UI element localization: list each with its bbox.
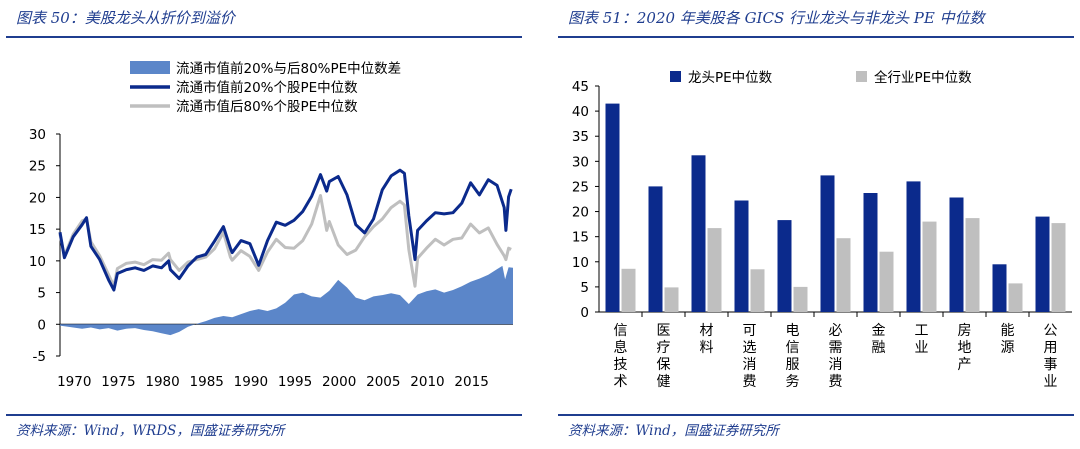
x-category-label: 能源 bbox=[1001, 323, 1015, 356]
bar-chart: 龙头PE中位数 全行业PE中位数 45 40 35 30 25 20 15 10 5 0 信息技术 医疗… bbox=[572, 69, 1072, 390]
y-tick-label: 15 bbox=[29, 222, 46, 238]
series-line-bottom80 bbox=[58, 194, 512, 288]
y-tick-label: 10 bbox=[572, 255, 589, 271]
bar-industry-pe bbox=[1008, 283, 1023, 312]
bar-leader-pe bbox=[1035, 216, 1050, 312]
y-tick-label: 15 bbox=[572, 230, 589, 246]
bar-industry-pe bbox=[1051, 223, 1066, 312]
right-chart-source: 资料来源：Wind，国盛证券研究所 bbox=[568, 423, 779, 439]
line-chart-plot-area bbox=[58, 168, 513, 336]
left-source-rule bbox=[6, 414, 522, 416]
bar-leader-pe bbox=[949, 197, 964, 312]
x-tick-label: 1990 bbox=[234, 374, 268, 390]
x-tick-label: 1995 bbox=[278, 374, 312, 390]
bar-industry-pe bbox=[836, 238, 851, 312]
legend-label-2: 流通市值后80%个股PE中位数 bbox=[176, 98, 358, 115]
left-chart-title: 图表 50：美股龙头从折价到溢价 bbox=[16, 9, 235, 27]
bar-industry-pe bbox=[750, 269, 765, 312]
right-chart-title: 图表 51：2020 年美股各 GICS 行业龙头与非龙头 PE 中位数 bbox=[568, 9, 985, 27]
bar-industry-pe bbox=[922, 221, 937, 312]
line-chart: 流通市值前20%与后80%PE中位数差流通市值前20%个股PE中位数流通市值后8… bbox=[29, 60, 513, 390]
y-tick-label: 5 bbox=[37, 286, 46, 302]
bar-leader-pe bbox=[820, 175, 835, 312]
legend-swatch-diff bbox=[130, 61, 170, 74]
bar-industry-pe bbox=[793, 286, 808, 312]
y-tick-label: 25 bbox=[572, 179, 589, 195]
x-category-label: 工业 bbox=[915, 323, 929, 356]
bar-leader-pe bbox=[777, 220, 792, 312]
y-tick-label: 20 bbox=[572, 205, 589, 221]
bar-industry-pe bbox=[621, 268, 636, 312]
x-category-label: 公用事业 bbox=[1044, 323, 1058, 390]
y-tick-label: 0 bbox=[580, 305, 589, 321]
x-tick-label: 1975 bbox=[101, 374, 135, 390]
y-tick-label: 10 bbox=[29, 254, 46, 270]
legend-label-0: 流通市值前20%与后80%PE中位数差 bbox=[176, 60, 401, 77]
y-tick-label: 5 bbox=[580, 280, 589, 296]
bar-leader-pe bbox=[734, 200, 749, 312]
x-category-label: 金融 bbox=[872, 323, 886, 356]
x-tick-label: 1985 bbox=[190, 374, 224, 390]
x-category-label: 电信服务 bbox=[786, 323, 800, 390]
x-category-label: 材料 bbox=[700, 323, 714, 356]
bar-leader-pe bbox=[691, 155, 706, 312]
bar-chart-plot-area bbox=[605, 103, 1066, 312]
x-category-label: 信息技术 bbox=[614, 323, 628, 390]
x-category-label: 必需消费 bbox=[829, 323, 843, 390]
left-title-rule bbox=[6, 36, 522, 38]
y-tick-label: 20 bbox=[29, 190, 46, 206]
x-tick-label: 2005 bbox=[366, 374, 400, 390]
legend-swatch-1 bbox=[856, 71, 867, 82]
legend-swatch-0 bbox=[670, 71, 681, 82]
series-line-top20 bbox=[58, 168, 513, 292]
left-chart-source: 资料来源：Wind，WRDS，国盛证券研究所 bbox=[16, 423, 285, 439]
x-tick-label: 2015 bbox=[454, 374, 488, 390]
y-tick-label: 0 bbox=[37, 317, 46, 333]
right-source-rule bbox=[558, 414, 1074, 416]
x-category-label: 可选消费 bbox=[743, 323, 757, 390]
bar-leader-pe bbox=[605, 103, 620, 312]
y-tick-label: 25 bbox=[29, 159, 46, 175]
x-tick-label: 2010 bbox=[410, 374, 444, 390]
legend-label-0: 龙头PE中位数 bbox=[688, 70, 773, 86]
y-tick-label: 35 bbox=[572, 129, 589, 145]
series-area-diff bbox=[60, 265, 513, 336]
bar-industry-pe bbox=[879, 251, 894, 312]
x-tick-label: 1970 bbox=[57, 374, 91, 390]
y-tick-label: 40 bbox=[572, 104, 589, 120]
bar-industry-pe bbox=[965, 218, 980, 312]
right-chart-panel: 图表 51：2020 年美股各 GICS 行业龙头与非龙头 PE 中位数 龙头P… bbox=[552, 0, 1080, 449]
x-tick-label: 2000 bbox=[322, 374, 356, 390]
bar-industry-pe bbox=[707, 228, 722, 312]
bar-leader-pe bbox=[863, 193, 878, 312]
x-category-label: 医疗保健 bbox=[657, 323, 671, 390]
bar-leader-pe bbox=[648, 186, 663, 312]
left-chart-panel: 图表 50：美股龙头从折价到溢价 流通市值前20%与后80%PE中位数差 流通市值… bbox=[0, 0, 528, 449]
bar-leader-pe bbox=[992, 264, 1007, 312]
y-tick-label: 30 bbox=[29, 127, 46, 143]
y-tick-label: 30 bbox=[572, 154, 589, 170]
y-tick-label: -5 bbox=[33, 349, 46, 365]
x-category-label: 房地产 bbox=[958, 323, 972, 373]
legend-label-1: 流通市值前20%个股PE中位数 bbox=[176, 79, 358, 96]
bar-chart-legend: 龙头PE中位数 全行业PE中位数 bbox=[670, 69, 972, 86]
bar-industry-pe bbox=[664, 287, 679, 312]
y-tick-label: 45 bbox=[572, 79, 589, 95]
line-chart-legend: 流通市值前20%与后80%PE中位数差流通市值前20%个股PE中位数流通市值后8… bbox=[130, 60, 401, 115]
bar-leader-pe bbox=[906, 181, 921, 312]
right-title-rule bbox=[558, 36, 1074, 38]
legend-label-1: 全行业PE中位数 bbox=[874, 69, 972, 86]
x-tick-label: 1980 bbox=[145, 374, 179, 390]
